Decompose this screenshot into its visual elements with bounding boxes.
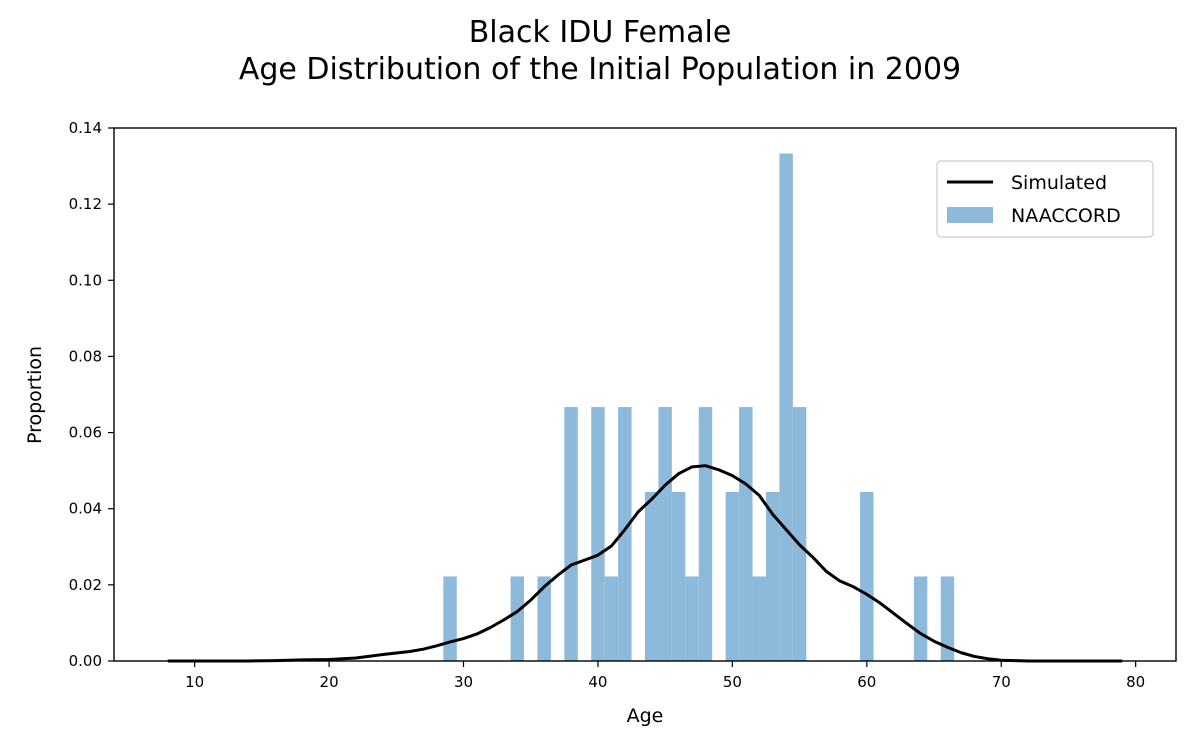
naaccord-bar — [645, 491, 659, 661]
naaccord-bar — [618, 407, 632, 661]
y-tick-label: 0.04 — [69, 500, 102, 518]
y-tick-label: 0.02 — [69, 576, 102, 594]
x-tick-label: 70 — [992, 673, 1011, 691]
naaccord-bar — [685, 576, 699, 661]
legend-simulated-label: Simulated — [1011, 172, 1107, 194]
y-tick-label: 0.14 — [69, 119, 102, 137]
y-tick-label: 0.06 — [69, 424, 102, 442]
x-tick-label: 30 — [454, 673, 473, 691]
y-axis-label: Proportion — [24, 346, 46, 444]
naaccord-bar — [940, 576, 955, 661]
plot-frame — [113, 127, 1177, 662]
y-tick-label: 0.10 — [69, 271, 102, 289]
naaccord-bar — [671, 491, 686, 661]
chart-subtitle: Age Distribution of the Initial Populati… — [239, 52, 961, 87]
x-tick-label: 60 — [857, 673, 876, 691]
naaccord-bar — [443, 576, 457, 661]
x-tick-label: 40 — [588, 673, 607, 691]
naaccord-bar — [591, 407, 605, 661]
legend-naaccord-swatch — [947, 207, 993, 223]
naaccord-bar — [510, 576, 525, 661]
naaccord-bar — [537, 576, 551, 661]
x-axis: 10 20 30 40 50 60 70 80 — [185, 661, 1145, 691]
naaccord-bar — [739, 407, 753, 661]
y-tick-label: 0.08 — [69, 347, 102, 365]
naaccord-bars — [443, 153, 955, 661]
y-axis: 0.00 0.02 0.04 0.06 0.08 0.10 0.12 0.14 — [69, 119, 114, 670]
x-tick-label: 50 — [723, 673, 742, 691]
naaccord-bar — [765, 491, 780, 661]
legend-naaccord-label: NAACCORD — [1011, 205, 1121, 227]
naaccord-bar — [860, 491, 874, 661]
chart-title: Black IDU Female — [469, 15, 732, 50]
x-tick-label: 10 — [185, 673, 204, 691]
naaccord-bar — [564, 407, 578, 661]
naaccord-bar — [725, 491, 740, 661]
naaccord-bar — [913, 576, 928, 661]
naaccord-bar — [792, 407, 807, 661]
y-tick-label: 0.12 — [69, 195, 102, 213]
naaccord-bar — [779, 153, 793, 661]
y-tick-label: 0.00 — [69, 652, 102, 670]
x-tick-label: 20 — [320, 673, 339, 691]
x-axis-label: Age — [627, 705, 664, 727]
naaccord-bar — [658, 407, 672, 661]
naaccord-bar — [698, 407, 713, 661]
x-tick-label: 80 — [1126, 673, 1145, 691]
simulated-line — [167, 464, 1123, 663]
legend: Simulated NAACCORD — [936, 160, 1154, 238]
naaccord-bar — [604, 576, 619, 661]
naaccord-bar — [752, 576, 766, 661]
